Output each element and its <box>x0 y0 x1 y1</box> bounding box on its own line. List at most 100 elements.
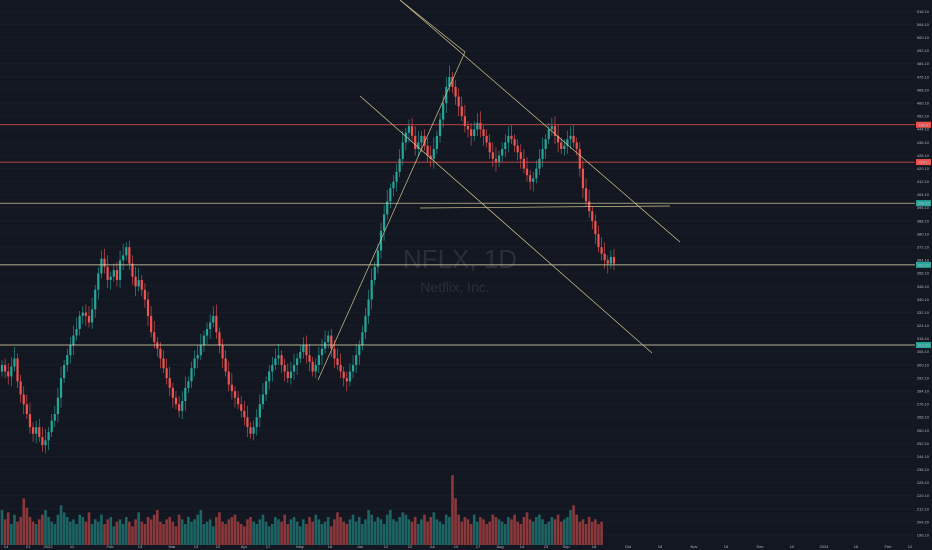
price-axis[interactable]: 196.10 204.20 212.10 220.10 228.10 236.10 244.… <box>916 9 931 538</box>
volume-bar <box>370 514 373 545</box>
volume-bar <box>274 517 277 545</box>
candle-body <box>268 371 271 382</box>
candle-body <box>19 381 22 395</box>
volume-bar <box>494 517 498 545</box>
volume-bar <box>10 524 13 545</box>
volume-bar <box>292 517 296 545</box>
volume-bar <box>466 519 470 545</box>
candle-body <box>56 397 60 415</box>
volume-bar <box>196 514 200 545</box>
grid-lines <box>0 11 915 536</box>
volume-bar <box>252 521 255 545</box>
candle-body <box>28 414 32 428</box>
volume-bar <box>420 519 423 545</box>
price-label-value: 424.0 <box>918 160 929 165</box>
trendline <box>419 205 671 209</box>
time-tick-label: 13 <box>138 544 143 549</box>
price-tick-label: 436.10 <box>917 140 930 145</box>
candle-body <box>227 371 230 385</box>
volume-bar <box>367 510 370 545</box>
candle-body <box>351 365 355 372</box>
candle-body <box>588 201 591 212</box>
trendline <box>399 0 681 243</box>
volume-bar <box>87 512 91 545</box>
price-label-badge <box>916 261 931 268</box>
price-tick-label: 316.10 <box>917 336 930 341</box>
price-tick-label: 452.10 <box>917 114 930 119</box>
candle-body <box>0 365 4 372</box>
time-tick-label: 18 <box>592 544 597 549</box>
candle-body <box>516 145 519 153</box>
price-tick-label: 492.10 <box>917 48 930 53</box>
candle-body <box>556 135 560 143</box>
volume-bar <box>575 514 579 545</box>
candle-body <box>87 315 91 323</box>
volume-bar <box>594 519 597 545</box>
time-tick-label: 14 <box>4 544 9 549</box>
candle-body <box>550 126 553 130</box>
volume-bar <box>550 517 554 545</box>
volume-bar <box>75 524 78 545</box>
price-tick-label: 372.10 <box>917 245 930 250</box>
volume-bar <box>286 524 290 545</box>
candle-body <box>131 263 134 277</box>
volume-bar <box>190 521 193 545</box>
candle-body <box>196 355 199 359</box>
time-tick-label: 17 <box>266 544 271 549</box>
candle-body <box>25 404 28 415</box>
volume-bar <box>516 521 519 545</box>
time-tick-label: Sep <box>562 544 570 549</box>
candle-body <box>143 289 147 300</box>
volume-bar <box>497 519 501 545</box>
candle-body <box>358 345 361 356</box>
candle-body <box>233 391 237 398</box>
candle-body <box>264 381 268 395</box>
time-axis[interactable]: 14 21 2022 11 Feb 13 Mar 13 22 Apr 17 May 16 Jun 12 22 J… <box>4 544 913 549</box>
candle-body <box>289 371 293 379</box>
candle-body <box>252 427 255 434</box>
candle-body <box>379 230 383 251</box>
candle-body <box>336 358 339 365</box>
horizontal-levels[interactable] <box>0 124 915 346</box>
volume-bar <box>305 524 308 545</box>
candle-body <box>438 119 442 136</box>
time-tick-label: Aug <box>496 544 503 549</box>
volume-bar <box>587 517 591 545</box>
candle-body <box>320 348 324 356</box>
candle-body <box>410 126 414 136</box>
volume-bar <box>538 514 541 545</box>
volume-bar <box>174 526 178 545</box>
price-tick-label: 404.10 <box>917 192 930 197</box>
volume-bar <box>211 526 215 545</box>
volume-bar <box>156 510 159 545</box>
candle-body <box>392 181 395 189</box>
volume-bar <box>491 514 495 545</box>
candle-body <box>395 171 398 182</box>
candle-body <box>383 214 386 231</box>
price-tick-label: 444.10 <box>917 127 930 132</box>
trendlines[interactable] <box>317 0 681 381</box>
time-tick-label: 10 <box>454 544 459 549</box>
candle-body <box>342 371 345 379</box>
candle-body <box>305 345 308 356</box>
time-tick-label: Dec <box>756 544 763 549</box>
candle-body <box>609 257 612 264</box>
volume-bar <box>485 524 488 545</box>
volume-bar <box>581 519 585 545</box>
price-tick-label: 260.10 <box>917 428 930 433</box>
price-tick-label: 380.10 <box>917 231 930 236</box>
candle-body <box>44 440 47 446</box>
price-tick-label: 220.10 <box>917 493 930 498</box>
volume-bar <box>364 519 367 545</box>
volume-bar <box>159 521 162 545</box>
volume-bar <box>326 517 330 545</box>
volume-bar <box>361 524 364 545</box>
volume-bar <box>544 524 547 545</box>
volume-bar <box>218 512 221 545</box>
volume-bar <box>146 517 150 545</box>
volume-bar <box>134 519 137 545</box>
candle-body <box>41 437 44 446</box>
candle-body <box>69 345 72 356</box>
